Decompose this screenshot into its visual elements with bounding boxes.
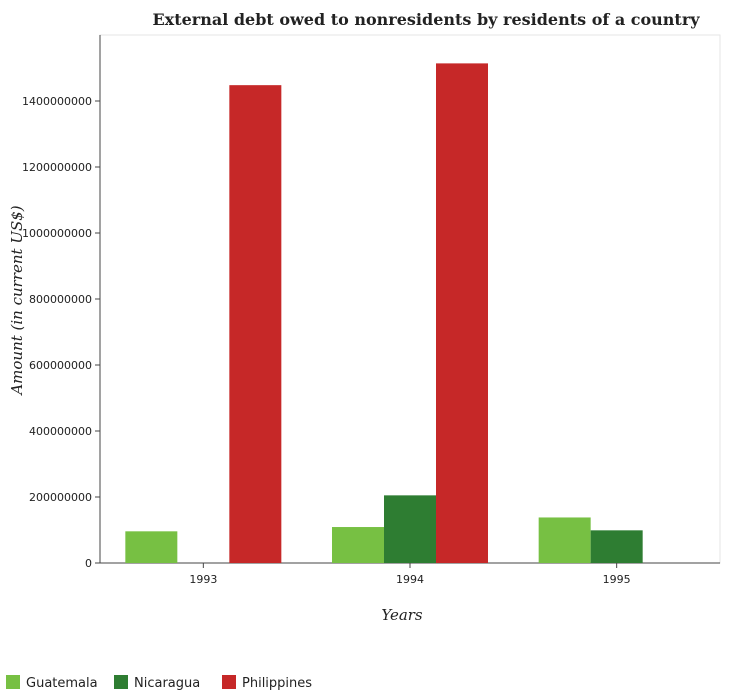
- legend-label-nicaragua: Nicaragua: [134, 676, 200, 691]
- bar-guatemala-1994: [332, 527, 384, 563]
- bar-philippines-1993: [229, 85, 282, 563]
- legend-swatch-nicaragua: [114, 675, 128, 689]
- bar-nicaragua-1995: [590, 530, 643, 563]
- y-tick-label: 1000000000: [22, 227, 92, 240]
- bar-nicaragua-1994: [384, 495, 436, 563]
- y-tick-label: 1200000000: [22, 161, 92, 174]
- x-tick-label: 1993: [189, 573, 217, 586]
- y-axis-title: Amount (in current US$): [8, 205, 26, 396]
- bars-group: [125, 63, 643, 563]
- chart-title: External debt owed to nonresidents by re…: [152, 10, 700, 29]
- y-tick-label: 0: [85, 557, 92, 570]
- x-tick-label: 1995: [603, 573, 631, 586]
- legend-swatch-philippines: [222, 675, 236, 689]
- legend-label-philippines: Philippines: [242, 676, 312, 691]
- bar-guatemala-1995: [538, 517, 591, 563]
- y-tick-label: 800000000: [29, 293, 92, 306]
- legend-label-guatemala: Guatemala: [26, 676, 98, 691]
- legend: Guatemala Nicaragua Philippines: [6, 675, 312, 691]
- y-axis: 0 200000000 400000000 600000000 800000000 100…: [22, 95, 100, 570]
- y-tick-label: 600000000: [29, 359, 92, 372]
- bar-philippines-1994: [436, 63, 488, 563]
- plot-area: [99, 34, 721, 564]
- y-tick-label: 1400000000: [22, 95, 92, 108]
- bar-guatemala-1993: [125, 531, 178, 563]
- legend-swatch-guatemala: [6, 675, 20, 689]
- y-tick-label: 400000000: [29, 425, 92, 438]
- x-tick-label: 1994: [396, 573, 424, 586]
- x-axis-title: Years: [381, 606, 423, 624]
- y-tick-label: 200000000: [29, 491, 92, 504]
